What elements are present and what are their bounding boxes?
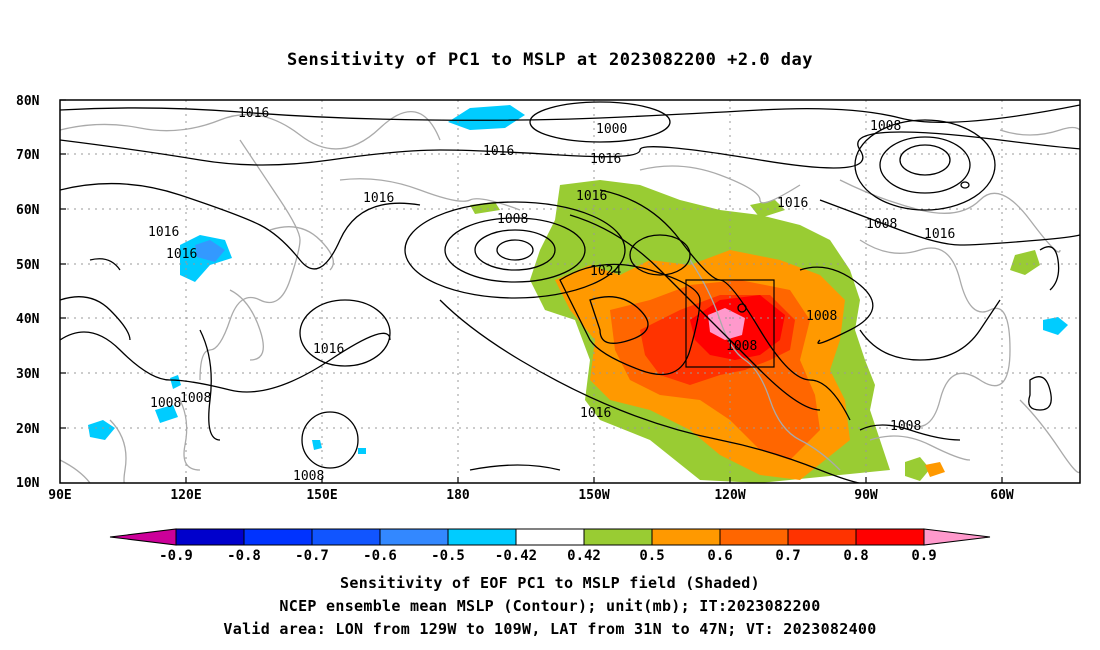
- contour-label: 1000: [596, 122, 627, 137]
- coastlines: [60, 111, 1080, 483]
- shade-pink: [708, 308, 745, 340]
- colorbar-label: -0.7: [295, 548, 329, 564]
- lat-label: 60N: [16, 203, 40, 218]
- contour-label: 1016: [580, 406, 611, 421]
- contour-label: 1008: [866, 217, 897, 232]
- lon-label: 90W: [854, 488, 878, 503]
- colorbar-swatch: [311, 528, 381, 546]
- colorbar-swatch: [515, 528, 585, 546]
- lat-label: 10N: [16, 476, 40, 491]
- colorbar-label: -0.42: [495, 548, 537, 564]
- colorbar-swatch: [855, 528, 925, 546]
- map-frame: [59, 99, 1081, 484]
- contour-label: 1008: [806, 309, 837, 324]
- shade-light-blue: [312, 440, 322, 450]
- colorbar-swatch: [109, 528, 177, 546]
- lat-label: 50N: [16, 258, 40, 273]
- contour-label: 1024: [590, 264, 621, 279]
- caption-line-2: NCEP ensemble mean MSLP (Contour); unit(…: [279, 597, 821, 615]
- axis-ticks: [60, 99, 1003, 483]
- contour-label: 1016: [313, 342, 344, 357]
- shade-light-blue: [358, 448, 366, 454]
- contour-label: 1016: [238, 106, 269, 121]
- caption-line-3: Valid area: LON from 129W to 109W, LAT f…: [223, 620, 877, 638]
- colorbar-swatch: [175, 528, 245, 546]
- colorbar-swatch: [379, 528, 449, 546]
- mslp-contours: [60, 101, 1080, 483]
- shade-orange: [925, 462, 945, 477]
- contour-label: 1016: [166, 247, 197, 262]
- colorbar-label: -0.6: [363, 548, 397, 564]
- lat-label: 20N: [16, 422, 40, 437]
- colorbar-label: -0.9: [159, 548, 193, 564]
- contour-label: 1008: [870, 119, 901, 134]
- colorbar-label: 0.9: [911, 548, 936, 564]
- contour-label: 1008: [497, 212, 528, 227]
- lon-label: 150E: [306, 488, 337, 503]
- lat-label: 80N: [16, 94, 40, 109]
- graticule: [60, 100, 1080, 483]
- lon-label: 180: [446, 488, 470, 503]
- colorbar-swatch: [447, 528, 517, 546]
- colorbar-label: 0.7: [775, 548, 800, 564]
- plot-title: Sensitivity of PC1 to MSLP at 2023082200…: [286, 50, 813, 70]
- shade-green: [905, 457, 930, 481]
- lat-label: 40N: [16, 312, 40, 327]
- colorbar-label: 0.6: [707, 548, 732, 564]
- shade-mid-blue: [195, 240, 225, 262]
- lat-labels: 80N 70N 60N 50N 40N 30N 20N 10N: [16, 94, 40, 491]
- shade-light-blue: [1043, 317, 1068, 335]
- colorbar-swatch: [651, 528, 721, 546]
- contour-label: 1016: [483, 144, 514, 159]
- colorbar-label: -0.8: [227, 548, 261, 564]
- shade-light-blue: [88, 420, 115, 440]
- shade-light-blue: [170, 375, 181, 389]
- contour-label: 1008: [150, 396, 181, 411]
- colorbar-swatch: [243, 528, 313, 546]
- caption-line-1: Sensitivity of EOF PC1 to MSLP field (Sh…: [340, 574, 760, 592]
- colorbar-swatch: [583, 528, 653, 546]
- contour-label: 1016: [777, 196, 808, 211]
- lat-label: 70N: [16, 148, 40, 163]
- colorbar-swatch: [719, 528, 789, 546]
- lon-label: 120W: [714, 488, 745, 503]
- lon-labels: 90E 120E 150E 180 150W 120W 90W 60W: [48, 488, 1014, 503]
- sensitivity-shading: [88, 105, 1068, 483]
- lon-label: 90E: [48, 488, 71, 503]
- colorbar-label: 0.8: [843, 548, 868, 564]
- colorbar-swatch: [787, 528, 857, 546]
- colorbar-label: 0.42: [567, 548, 601, 564]
- contour-label: 1016: [924, 227, 955, 242]
- lon-label: 60W: [990, 488, 1014, 503]
- contour-label: 1008: [293, 469, 324, 484]
- colorbar-swatch: [923, 528, 991, 546]
- shade-green: [1010, 250, 1040, 275]
- contour-label: 1016: [148, 225, 179, 240]
- lon-label: 120E: [170, 488, 201, 503]
- lon-label: 150W: [578, 488, 609, 503]
- contour-label: 1008: [890, 419, 921, 434]
- valid-area-box: [685, 279, 775, 368]
- contour-label: 1016: [590, 152, 621, 167]
- contour-label: 1016: [363, 191, 394, 206]
- contour-labels: 1016 1016 1016 1016 1016 1016 1016 1016 …: [148, 106, 955, 484]
- colorbar: -0.9 -0.8 -0.7 -0.6 -0.5 -0.42 0.42 0.5 0.6 0.7 0.…: [109, 528, 991, 564]
- shade-light-blue: [448, 105, 525, 130]
- colorbar-label: 0.5: [639, 548, 664, 564]
- shade-light-blue: [155, 405, 178, 423]
- contour-label: 1008: [180, 391, 211, 406]
- contour-label: 1016: [576, 189, 607, 204]
- contour-label: 1008: [726, 339, 757, 354]
- colorbar-label: -0.5: [431, 548, 465, 564]
- lat-label: 30N: [16, 367, 40, 382]
